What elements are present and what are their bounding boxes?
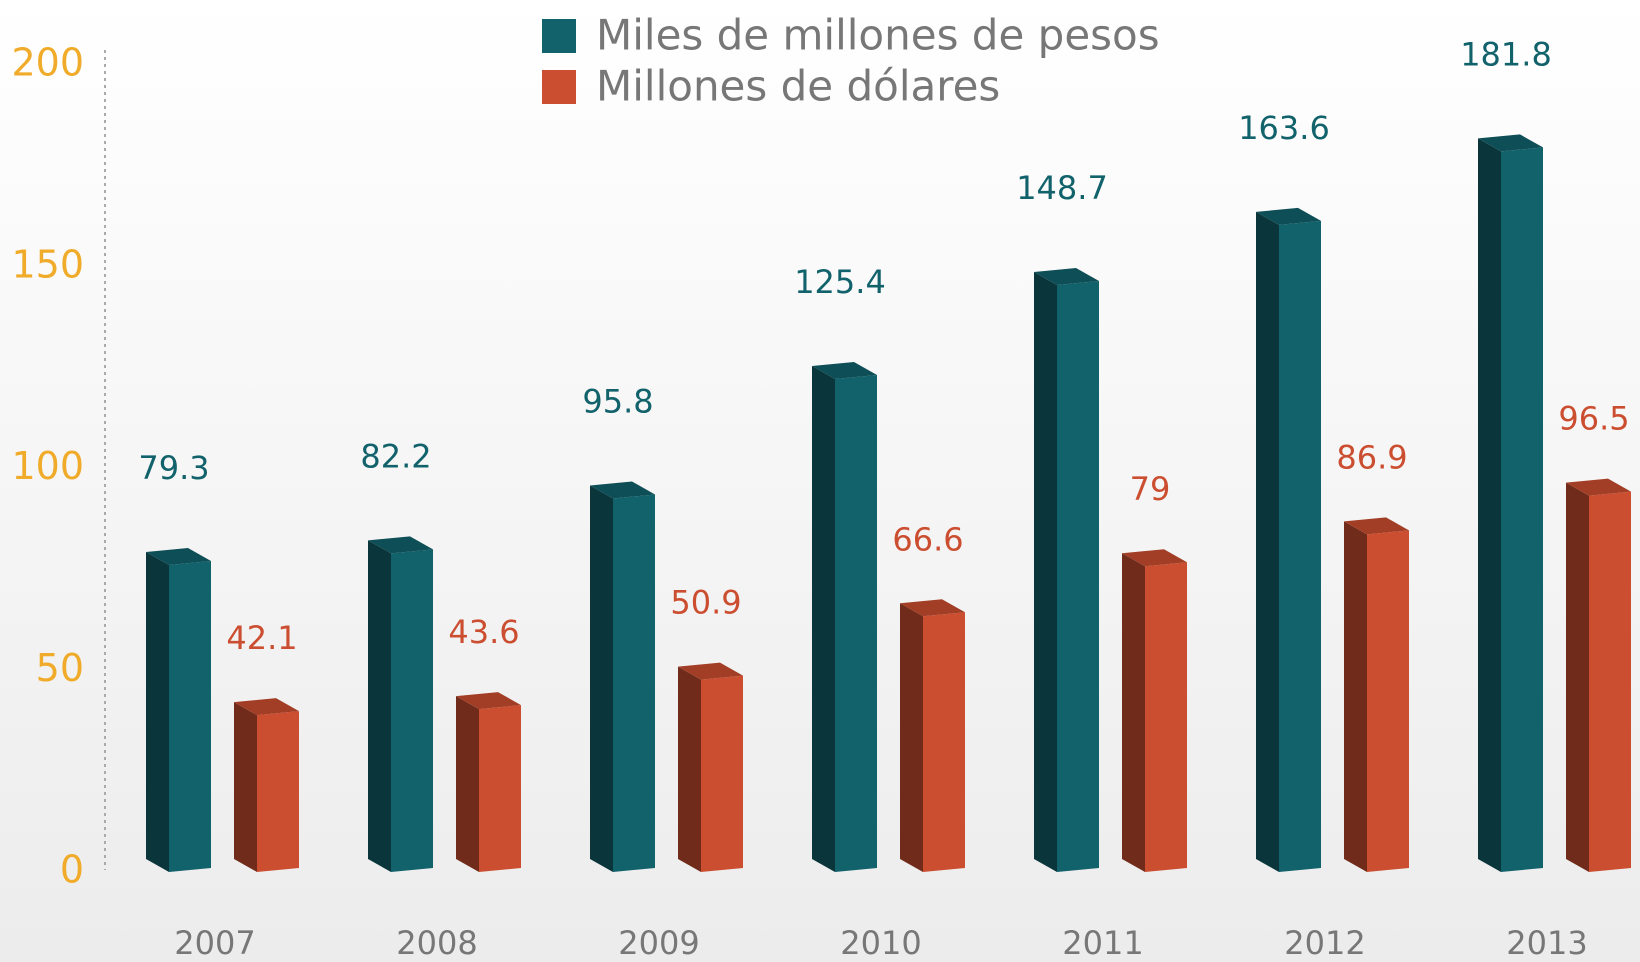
bar-face	[1145, 562, 1187, 872]
bar-face	[1122, 553, 1145, 872]
bar-face	[169, 561, 211, 872]
bar-face	[812, 362, 877, 380]
bar	[368, 536, 433, 872]
value-label: 95.8	[582, 382, 653, 420]
bar-face	[1057, 280, 1099, 873]
bar	[1034, 267, 1099, 873]
bar	[1478, 134, 1543, 872]
bar-face	[1344, 517, 1409, 535]
bar-face	[1034, 271, 1057, 873]
bar-face	[479, 705, 521, 872]
y-tick-label: 200	[11, 41, 84, 85]
bar	[590, 481, 655, 872]
bar-face	[701, 675, 743, 872]
y-tick-label: 100	[11, 444, 84, 488]
value-label: 148.7	[1016, 169, 1108, 207]
legend-label: Millones de dólares	[596, 62, 1000, 111]
bar-face	[391, 549, 433, 872]
value-label: 86.9	[1336, 438, 1407, 476]
value-label: 66.6	[892, 520, 963, 558]
bar-face	[1566, 482, 1589, 872]
bar-face	[368, 536, 433, 554]
bar-face	[146, 548, 211, 566]
legend-label: Miles de millones de pesos	[596, 11, 1160, 60]
bar-face	[1122, 549, 1187, 567]
x-tick-label: 2009	[618, 924, 699, 962]
x-tick-label: 2010	[840, 924, 921, 962]
bar-face	[234, 702, 257, 872]
bar-face	[590, 485, 613, 872]
legend-swatch	[542, 70, 576, 104]
value-label: 96.5	[1558, 400, 1629, 438]
x-tick-label: 2007	[174, 924, 255, 962]
bar-face	[812, 366, 835, 872]
bar-face	[368, 540, 391, 872]
x-tick-label: 2008	[396, 924, 477, 962]
value-label: 79	[1130, 470, 1171, 508]
bar-face	[1279, 220, 1321, 872]
bar	[1256, 207, 1321, 872]
value-label: 79.3	[138, 449, 209, 487]
bar-face	[1367, 530, 1409, 872]
bar	[456, 692, 521, 872]
bar-face	[835, 375, 877, 872]
bar-face	[146, 552, 169, 872]
bar-face	[1256, 211, 1279, 872]
x-tick-label: 2012	[1284, 924, 1365, 962]
value-label: 50.9	[670, 584, 741, 622]
bar-face	[257, 711, 299, 872]
bar	[1344, 517, 1409, 872]
bar	[678, 662, 743, 872]
bar	[1122, 549, 1187, 872]
value-label: 43.6	[448, 613, 519, 651]
bar-face	[678, 662, 743, 680]
bar-face	[1478, 134, 1543, 152]
value-label: 125.4	[794, 263, 886, 301]
bar-face	[900, 599, 965, 617]
value-label: 163.6	[1238, 109, 1330, 147]
bar-face	[923, 612, 965, 872]
x-tick-label: 2011	[1062, 924, 1143, 962]
bar-face	[1256, 207, 1321, 225]
bar-face	[1344, 521, 1367, 872]
value-label: 82.2	[360, 437, 431, 475]
bar-face	[456, 696, 479, 872]
bar-face	[678, 666, 701, 872]
bar-face	[456, 692, 521, 710]
legend-swatch	[542, 19, 576, 53]
bar-face	[1478, 138, 1501, 872]
bar-face	[1034, 267, 1099, 285]
bar	[900, 599, 965, 872]
bar-face	[1566, 478, 1631, 496]
y-tick-label: 0	[60, 848, 84, 892]
bar	[1566, 478, 1631, 872]
bar	[146, 548, 211, 872]
value-label: 42.1	[226, 619, 297, 657]
bar-face	[1589, 491, 1631, 872]
bar-face	[900, 603, 923, 872]
bar-face	[590, 481, 655, 499]
bar	[812, 362, 877, 872]
y-tick-label: 50	[36, 646, 84, 690]
bar	[234, 698, 299, 872]
bar-face	[1501, 147, 1543, 872]
bar-face	[613, 494, 655, 872]
value-label: 181.8	[1460, 35, 1552, 73]
bar-face	[234, 698, 299, 716]
x-tick-label: 2013	[1506, 924, 1587, 962]
y-tick-label: 150	[11, 242, 84, 286]
